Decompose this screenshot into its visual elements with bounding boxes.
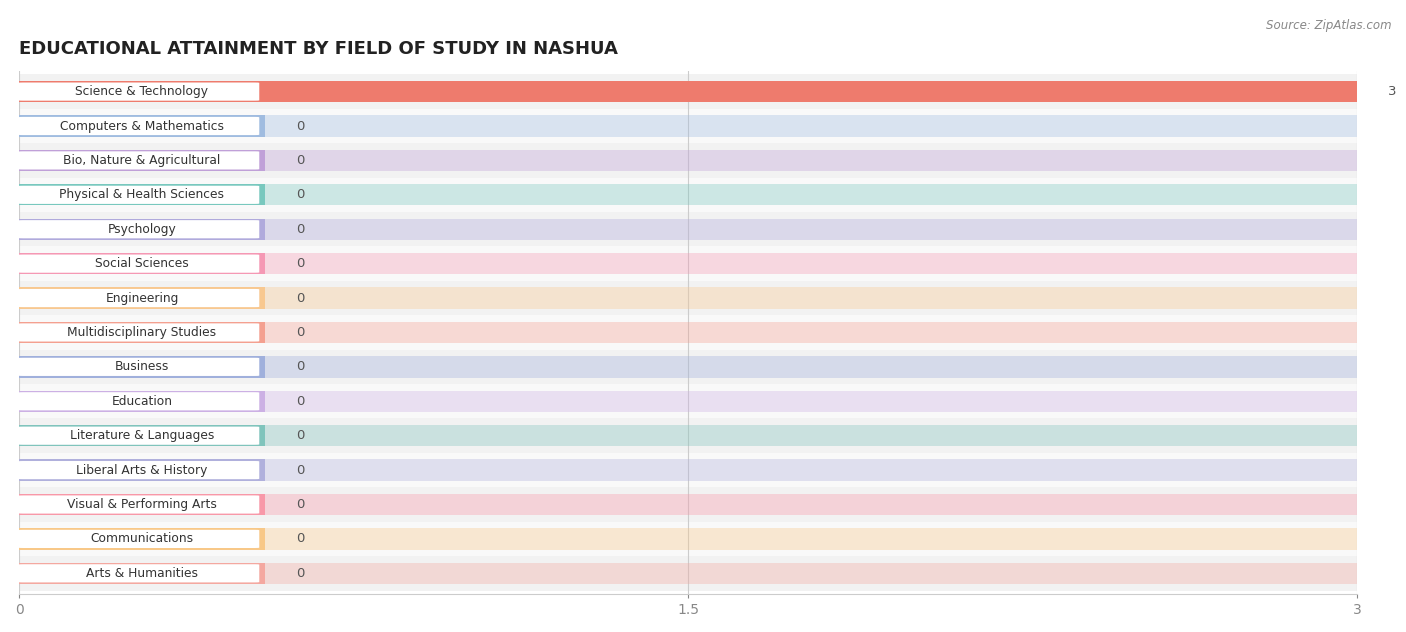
Bar <box>0 384 1406 418</box>
FancyBboxPatch shape <box>18 530 259 548</box>
FancyBboxPatch shape <box>18 461 259 479</box>
Text: 0: 0 <box>295 257 304 270</box>
Text: 0: 0 <box>295 532 304 545</box>
Bar <box>20 150 1357 171</box>
Bar <box>20 150 264 171</box>
Bar <box>0 556 1406 590</box>
Text: 0: 0 <box>295 222 304 236</box>
Bar <box>20 81 1357 102</box>
FancyBboxPatch shape <box>18 324 259 341</box>
Bar <box>20 253 264 274</box>
Text: Literature & Languages: Literature & Languages <box>70 429 214 442</box>
Text: 0: 0 <box>295 395 304 408</box>
Bar <box>20 81 264 102</box>
Text: Psychology: Psychology <box>108 222 176 236</box>
Text: 0: 0 <box>295 326 304 339</box>
FancyBboxPatch shape <box>18 117 259 135</box>
Bar <box>20 322 1357 343</box>
Bar <box>20 288 1357 308</box>
Text: Computers & Mathematics: Computers & Mathematics <box>60 119 224 133</box>
Text: 0: 0 <box>295 119 304 133</box>
Text: 0: 0 <box>295 188 304 202</box>
Text: Arts & Humanities: Arts & Humanities <box>86 567 198 580</box>
Bar <box>20 288 264 308</box>
Bar <box>0 487 1406 521</box>
Bar <box>20 494 1357 515</box>
Text: Bio, Nature & Agricultural: Bio, Nature & Agricultural <box>63 154 221 167</box>
Text: EDUCATIONAL ATTAINMENT BY FIELD OF STUDY IN NASHUA: EDUCATIONAL ATTAINMENT BY FIELD OF STUDY… <box>20 40 619 58</box>
Text: 0: 0 <box>295 429 304 442</box>
Text: Liberal Arts & History: Liberal Arts & History <box>76 464 208 477</box>
Bar <box>20 115 264 137</box>
Text: 0: 0 <box>295 464 304 477</box>
Bar <box>20 528 1357 550</box>
FancyBboxPatch shape <box>18 427 259 445</box>
Text: 3: 3 <box>1388 85 1396 98</box>
Bar <box>0 315 1406 349</box>
Bar <box>0 349 1406 384</box>
FancyBboxPatch shape <box>18 392 259 410</box>
Bar <box>20 219 264 240</box>
Bar <box>0 418 1406 453</box>
Bar <box>20 322 264 343</box>
FancyBboxPatch shape <box>18 83 259 100</box>
Bar <box>20 425 1357 446</box>
Text: 0: 0 <box>295 291 304 305</box>
Text: Business: Business <box>115 360 169 374</box>
Bar <box>20 459 1357 481</box>
Bar <box>0 246 1406 281</box>
Bar <box>0 109 1406 143</box>
Text: 0: 0 <box>295 567 304 580</box>
Text: 0: 0 <box>295 360 304 374</box>
Text: Science & Technology: Science & Technology <box>76 85 208 98</box>
Bar <box>0 212 1406 246</box>
Bar <box>20 494 264 515</box>
Text: Visual & Performing Arts: Visual & Performing Arts <box>67 498 217 511</box>
Text: Engineering: Engineering <box>105 291 179 305</box>
Bar <box>20 184 264 205</box>
Bar <box>20 219 1357 240</box>
Text: Education: Education <box>111 395 173 408</box>
Bar <box>20 81 1357 102</box>
Text: Physical & Health Sciences: Physical & Health Sciences <box>59 188 225 202</box>
Text: 0: 0 <box>295 154 304 167</box>
FancyBboxPatch shape <box>18 564 259 583</box>
FancyBboxPatch shape <box>18 220 259 238</box>
Bar <box>0 453 1406 487</box>
Bar <box>20 391 264 412</box>
FancyBboxPatch shape <box>18 151 259 169</box>
Bar <box>0 521 1406 556</box>
FancyBboxPatch shape <box>18 495 259 514</box>
Text: Source: ZipAtlas.com: Source: ZipAtlas.com <box>1267 19 1392 32</box>
Text: 0: 0 <box>295 498 304 511</box>
Bar <box>20 562 1357 584</box>
Bar <box>20 425 264 446</box>
FancyBboxPatch shape <box>18 186 259 204</box>
Text: Social Sciences: Social Sciences <box>96 257 188 270</box>
FancyBboxPatch shape <box>18 358 259 376</box>
Bar <box>0 281 1406 315</box>
Bar <box>20 184 1357 205</box>
Text: Communications: Communications <box>90 532 194 545</box>
Bar <box>20 253 1357 274</box>
Bar <box>0 178 1406 212</box>
FancyBboxPatch shape <box>18 289 259 307</box>
Bar <box>0 143 1406 178</box>
Bar <box>0 75 1406 109</box>
Bar <box>20 459 264 481</box>
Bar <box>20 115 1357 137</box>
Bar <box>20 391 1357 412</box>
Text: Multidisciplinary Studies: Multidisciplinary Studies <box>67 326 217 339</box>
Bar <box>20 562 264 584</box>
Bar <box>20 528 264 550</box>
FancyBboxPatch shape <box>18 255 259 273</box>
Bar <box>20 356 264 377</box>
Bar <box>20 356 1357 377</box>
